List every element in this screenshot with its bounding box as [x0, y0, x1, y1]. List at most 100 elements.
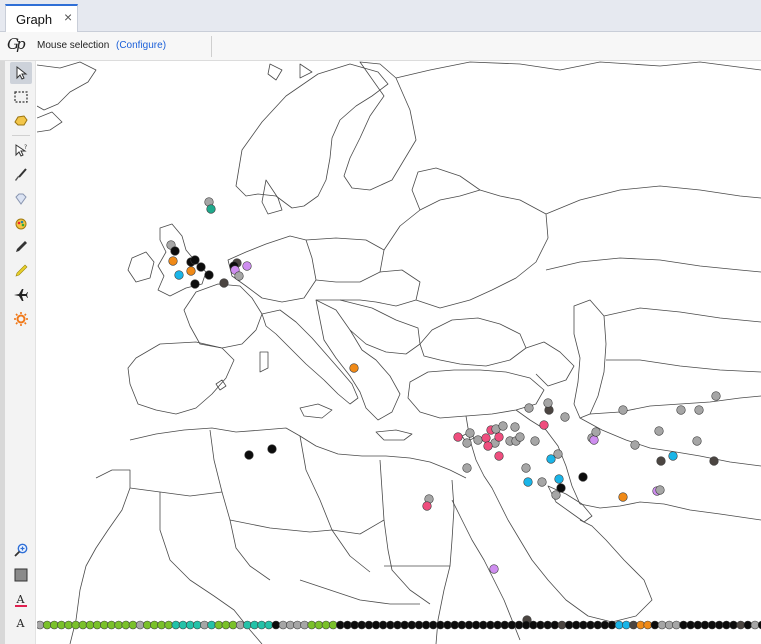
bottom-node-green[interactable]: [221, 620, 231, 630]
configure-link[interactable]: (Configure): [116, 40, 167, 51]
bottom-node-gray[interactable]: [664, 620, 674, 630]
bottom-node-black[interactable]: [722, 620, 731, 630]
graph-node-gray[interactable]: [711, 391, 721, 401]
bottom-node-cyan[interactable]: [621, 620, 631, 630]
bottom-node-black[interactable]: [707, 620, 717, 630]
bottom-node-green[interactable]: [157, 620, 166, 630]
bottom-node-green[interactable]: [128, 620, 138, 630]
bottom-node-black[interactable]: [500, 620, 510, 630]
bottom-node-black[interactable]: [478, 620, 488, 630]
bottom-node-gray[interactable]: [300, 620, 309, 630]
graph-node-cyan[interactable]: [668, 451, 678, 461]
pointer-tool-button[interactable]: [10, 62, 32, 84]
graph-node-cyan[interactable]: [523, 477, 533, 487]
graph-node-gray[interactable]: [234, 271, 244, 281]
bottom-node-gray[interactable]: [750, 620, 760, 630]
sun-tool-button[interactable]: [10, 308, 32, 330]
bottom-node-black[interactable]: [343, 620, 352, 630]
text-color-button[interactable]: A: [10, 589, 32, 611]
bottom-node-black[interactable]: [714, 620, 724, 630]
bottom-node-black[interactable]: [486, 620, 495, 630]
bottom-node-green[interactable]: [321, 620, 331, 630]
graph-node-orange[interactable]: [618, 492, 628, 502]
bottom-node-sea[interactable]: [171, 620, 181, 630]
graph-node-black[interactable]: [196, 262, 206, 272]
bottom-node-green[interactable]: [42, 620, 52, 630]
bottom-node-black[interactable]: [507, 620, 517, 630]
bottom-node-black[interactable]: [571, 620, 581, 630]
bottom-node-black[interactable]: [693, 620, 703, 630]
painter-tool-button[interactable]: [10, 212, 32, 234]
bottom-node-black[interactable]: [364, 620, 374, 630]
bottom-node-orange[interactable]: [636, 620, 645, 630]
bottom-node-green[interactable]: [150, 620, 159, 630]
bottom-node-black[interactable]: [428, 620, 438, 630]
bottom-node-black[interactable]: [371, 620, 381, 630]
bottom-node-green[interactable]: [142, 620, 152, 630]
text-tool-button[interactable]: A: [10, 612, 32, 634]
bottom-node-black[interactable]: [564, 620, 574, 630]
graph-node-violet[interactable]: [242, 261, 252, 271]
graph-node-orange[interactable]: [349, 363, 359, 373]
bottom-node-green[interactable]: [85, 620, 95, 630]
bottom-node-black[interactable]: [536, 620, 545, 630]
graph-node-gray[interactable]: [694, 405, 704, 415]
graph-node-black[interactable]: [170, 246, 180, 256]
bottom-node-darkgray[interactable]: [736, 620, 746, 630]
bottom-node-black[interactable]: [407, 620, 417, 630]
bottom-node-black[interactable]: [543, 620, 552, 630]
bottom-node-green[interactable]: [164, 620, 173, 630]
bottom-node-sea[interactable]: [178, 620, 188, 630]
graph-node-gray[interactable]: [591, 427, 601, 437]
bottom-node-black[interactable]: [743, 620, 753, 630]
graph-node-teal[interactable]: [206, 204, 216, 214]
graph-node-gray[interactable]: [618, 405, 628, 415]
graph-node-gray[interactable]: [560, 412, 570, 422]
bottom-node-green[interactable]: [64, 620, 73, 630]
brush-tool-button[interactable]: [10, 164, 32, 186]
zoom-tool-button[interactable]: [10, 539, 32, 561]
bottom-node-black[interactable]: [386, 620, 395, 630]
pencil-tool-button[interactable]: [10, 236, 32, 258]
graph-node-gray[interactable]: [551, 490, 561, 500]
graph-node-gray[interactable]: [530, 436, 540, 446]
bottom-node-black[interactable]: [529, 620, 538, 630]
bottom-node-darkgray[interactable]: [557, 620, 567, 630]
bottom-node-gray[interactable]: [235, 620, 245, 630]
bottom-node-gray[interactable]: [200, 620, 209, 630]
graph-node-orange[interactable]: [168, 256, 178, 266]
bottom-node-black[interactable]: [436, 620, 445, 630]
bottom-node-green[interactable]: [328, 620, 338, 630]
graph-node-gray[interactable]: [537, 477, 547, 487]
graph-node-violet[interactable]: [489, 564, 499, 574]
airplane-tool-button[interactable]: [10, 284, 32, 306]
bottom-node-sea[interactable]: [264, 620, 274, 630]
bottom-node-green[interactable]: [121, 620, 131, 630]
rectangle-select-button[interactable]: [10, 86, 32, 108]
graph-node-gray[interactable]: [654, 426, 664, 436]
bottom-node-gray[interactable]: [278, 620, 288, 630]
bottom-node-black[interactable]: [335, 620, 345, 630]
bottom-node-gray[interactable]: [657, 620, 667, 630]
bottom-node-cyan[interactable]: [614, 620, 624, 630]
graph-node-cyan[interactable]: [554, 474, 564, 484]
lasso-select-button[interactable]: [10, 110, 32, 132]
close-icon[interactable]: ×: [64, 9, 73, 25]
bottom-node-gray[interactable]: [672, 620, 681, 630]
bottom-node-black[interactable]: [357, 620, 367, 630]
bottom-node-black[interactable]: [650, 620, 660, 630]
graph-node-darkgray[interactable]: [656, 456, 666, 466]
bottom-node-black[interactable]: [729, 620, 738, 630]
bottom-node-sea[interactable]: [250, 620, 259, 630]
bottom-node-green[interactable]: [92, 620, 102, 630]
graph-node-gray[interactable]: [498, 421, 508, 431]
graph-node-black[interactable]: [267, 444, 277, 454]
tab-graph[interactable]: Graph ×: [5, 4, 78, 32]
graph-canvas[interactable]: [37, 61, 761, 644]
bottom-node-green[interactable]: [71, 620, 81, 630]
bottom-node-green[interactable]: [57, 620, 66, 630]
bottom-node-black[interactable]: [579, 620, 588, 630]
bottom-node-green[interactable]: [49, 620, 59, 630]
bottom-node-green[interactable]: [107, 620, 116, 630]
bottom-node-green[interactable]: [314, 620, 324, 630]
